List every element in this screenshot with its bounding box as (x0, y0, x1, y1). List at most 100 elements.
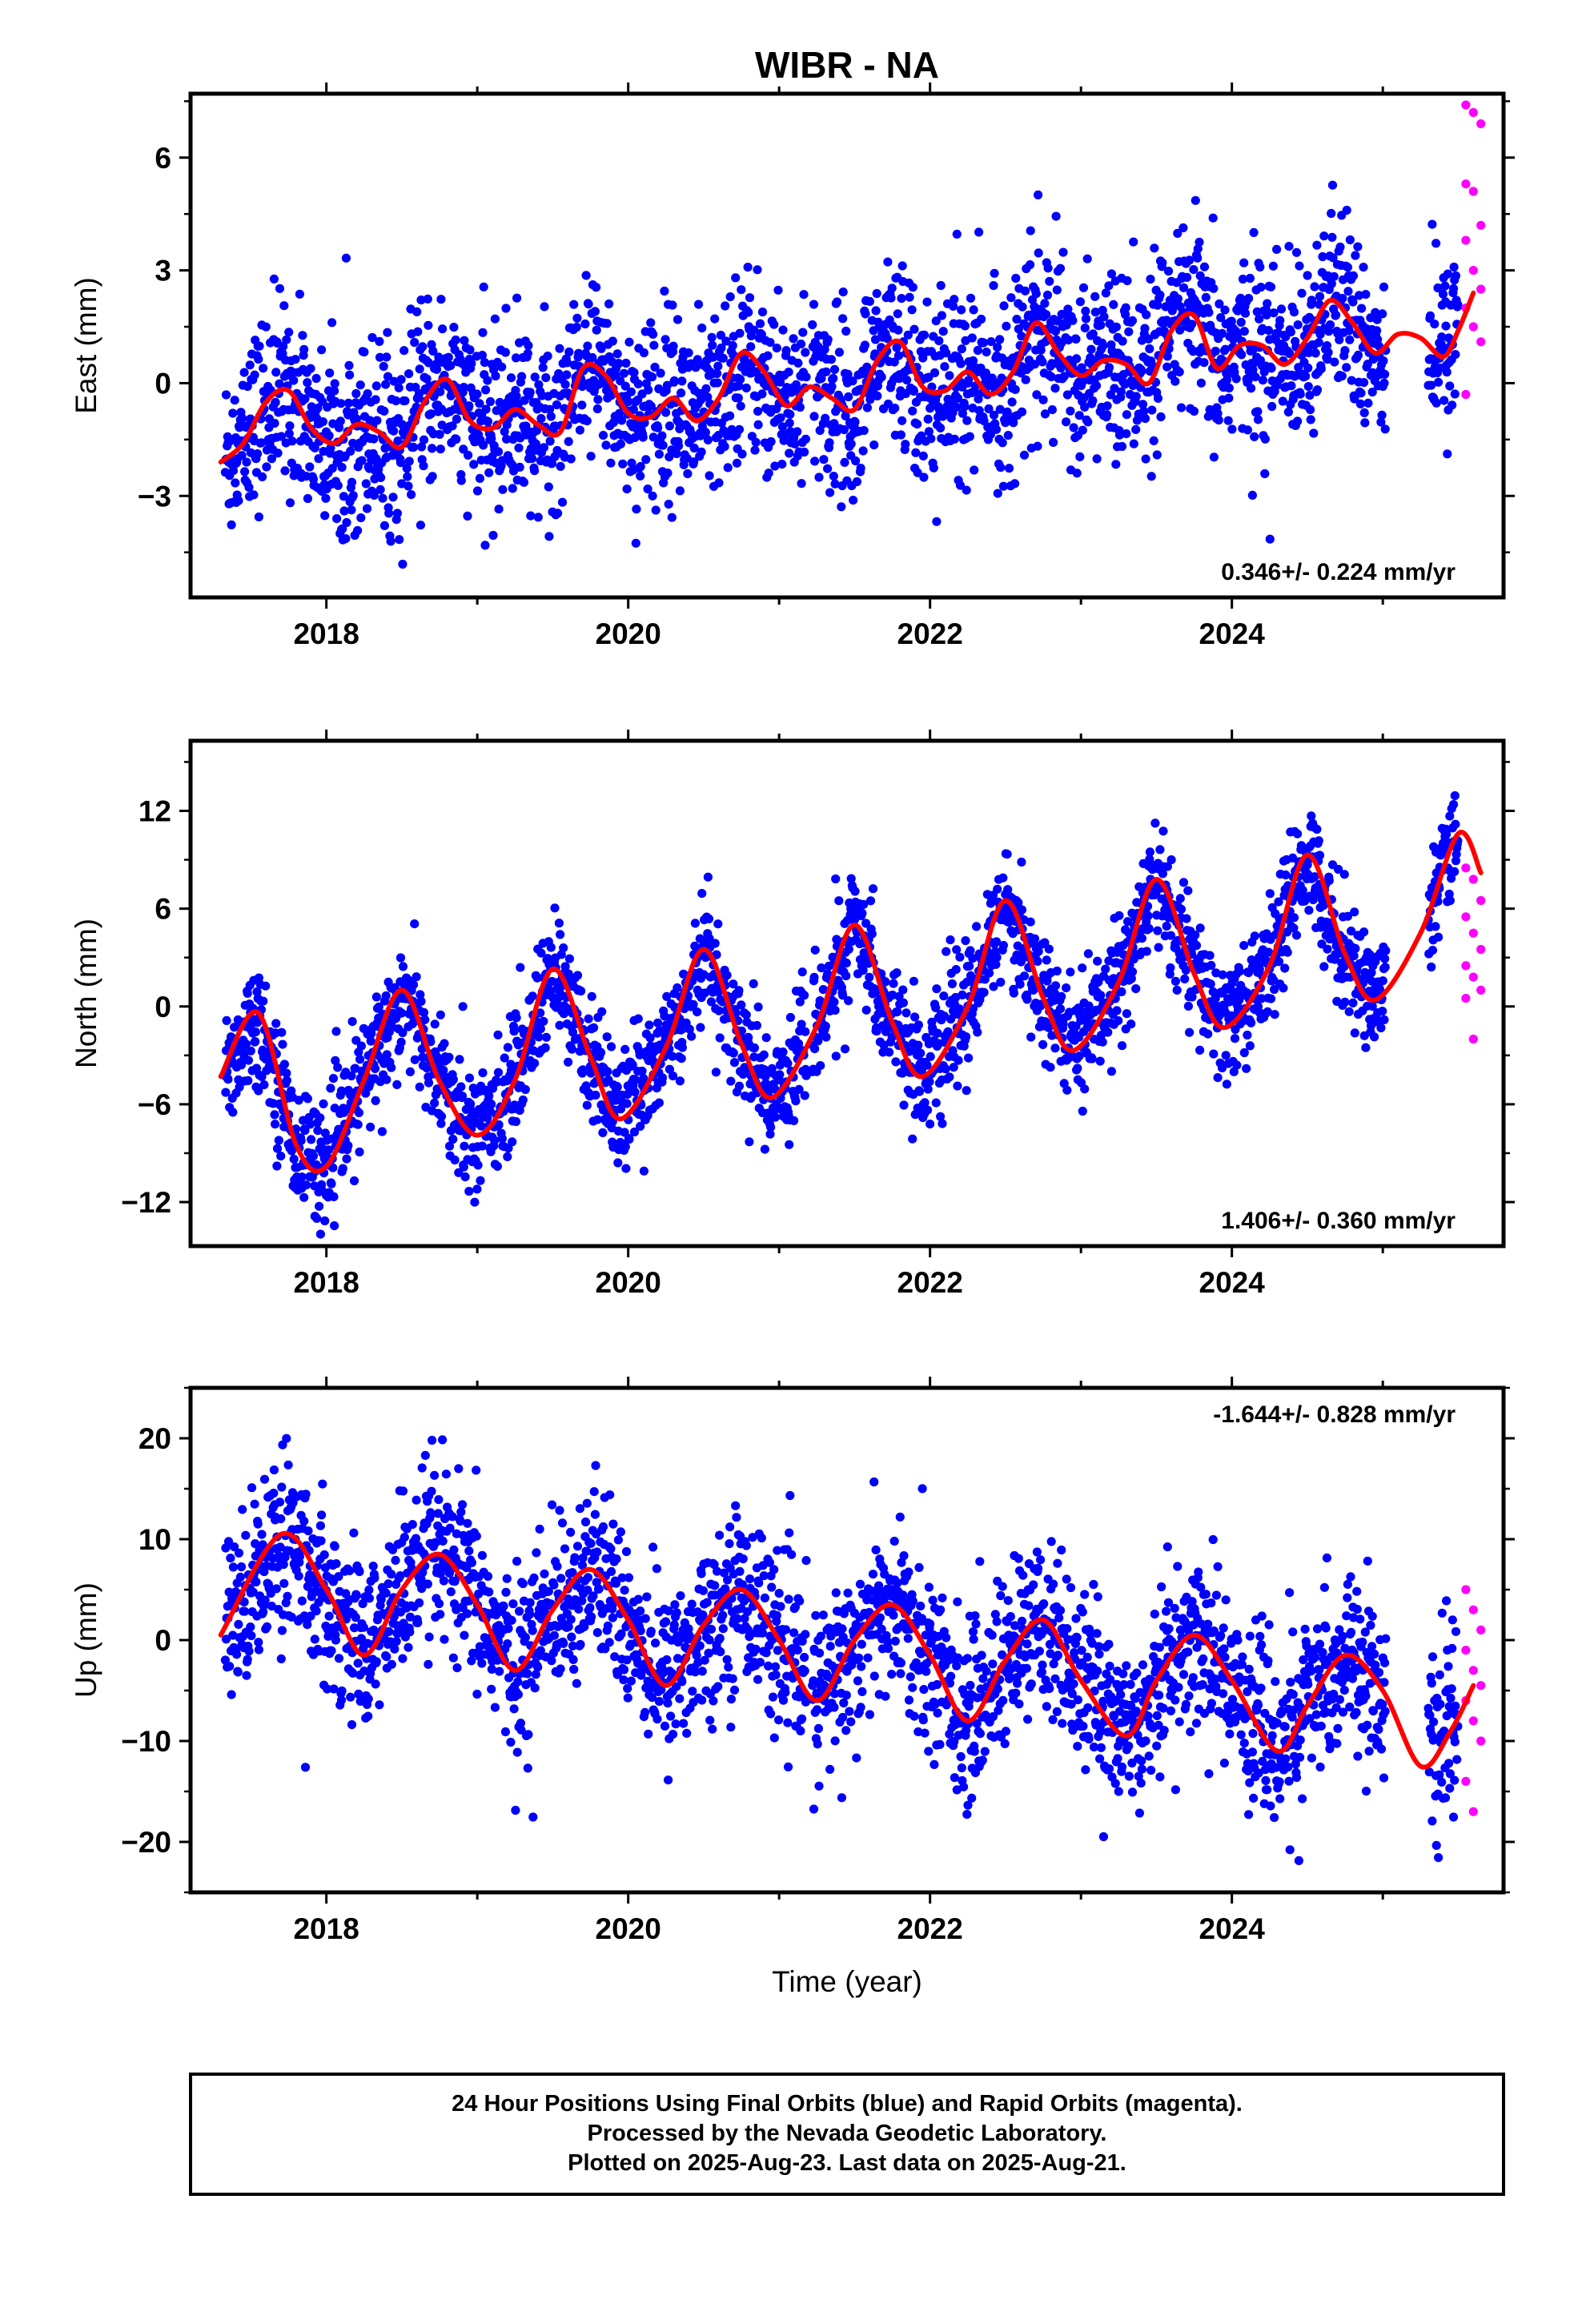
final-point (1255, 964, 1264, 974)
final-point (1380, 369, 1390, 379)
final-point (1003, 431, 1013, 440)
final-point (566, 454, 576, 464)
final-point (773, 285, 783, 295)
final-point (1258, 376, 1267, 385)
final-point (837, 502, 846, 512)
final-point (1143, 911, 1153, 921)
final-point (419, 435, 429, 444)
final-point (683, 468, 693, 479)
final-point (1002, 321, 1011, 331)
final-point (1158, 869, 1167, 879)
final-point (772, 344, 781, 353)
final-point (662, 380, 673, 390)
final-point (893, 325, 903, 335)
final-point (1285, 348, 1295, 359)
final-point (1074, 1051, 1084, 1061)
final-point (901, 440, 910, 449)
final-point (279, 301, 289, 311)
final-point (1289, 308, 1299, 317)
final-point (1283, 407, 1293, 417)
final-point (624, 396, 633, 407)
final-point (370, 1063, 380, 1073)
final-point (543, 352, 552, 361)
final-point (870, 987, 881, 997)
final-point (1170, 376, 1180, 386)
final-point (1438, 289, 1448, 299)
final-point (614, 359, 624, 368)
final-point (964, 1053, 974, 1063)
final-point (617, 416, 627, 425)
final-point (861, 1005, 871, 1015)
final-point (1191, 931, 1200, 940)
final-point (404, 481, 413, 491)
final-point (902, 376, 912, 385)
final-point (472, 389, 482, 399)
final-point (841, 959, 851, 968)
final-point (797, 967, 807, 977)
final-point (366, 1036, 375, 1046)
x-tick-label: 2018 (293, 617, 359, 650)
final-point (332, 514, 342, 524)
final-point (946, 935, 955, 945)
final-point (1116, 387, 1126, 396)
final-point (335, 416, 345, 426)
final-point (722, 971, 732, 980)
final-point (464, 450, 473, 460)
final-point (838, 287, 848, 297)
final-point (621, 1164, 631, 1173)
final-point (477, 351, 488, 360)
final-point (974, 394, 983, 404)
final-point (677, 1043, 688, 1052)
final-point (894, 991, 904, 1001)
final-point (1178, 223, 1188, 233)
final-point (236, 1060, 247, 1070)
final-point (228, 1108, 238, 1117)
final-point (235, 1082, 244, 1092)
final-point (530, 466, 540, 476)
final-point (897, 261, 907, 271)
final-point (677, 376, 687, 386)
final-point (493, 447, 504, 456)
final-point (261, 981, 271, 991)
final-point (638, 432, 648, 442)
final-point (673, 315, 683, 324)
final-point (819, 455, 829, 464)
final-point (1276, 304, 1287, 314)
final-point (1442, 368, 1452, 377)
final-point (965, 961, 974, 971)
final-point (1122, 429, 1131, 439)
final-point (1191, 941, 1202, 951)
final-point (1004, 464, 1014, 473)
final-point (1010, 384, 1020, 394)
final-point (1180, 974, 1190, 983)
final-point (962, 1086, 971, 1096)
final-point (886, 293, 896, 303)
final-point (1349, 951, 1359, 961)
figure-title: WIBR - NA (755, 44, 939, 86)
final-point (830, 479, 840, 489)
final-point (998, 873, 1008, 883)
final-point (1126, 974, 1136, 983)
final-point (1203, 1029, 1213, 1039)
final-point (374, 1002, 383, 1011)
final-point (347, 477, 357, 487)
final-point (1211, 346, 1220, 356)
final-point (1174, 367, 1184, 377)
final-point (1242, 1063, 1251, 1073)
rapid-point (1476, 337, 1486, 347)
final-point (1145, 344, 1154, 354)
final-point (574, 348, 584, 358)
final-point (1146, 472, 1156, 481)
final-point (1146, 275, 1155, 284)
final-point (989, 410, 999, 420)
final-point (957, 305, 966, 315)
final-point (1185, 1027, 1195, 1037)
final-point (1018, 302, 1027, 312)
final-point (259, 996, 268, 1006)
final-point (770, 1112, 781, 1122)
final-point (753, 1002, 763, 1011)
final-point (677, 388, 686, 398)
final-point (641, 455, 651, 464)
final-point (844, 392, 853, 402)
final-point (221, 390, 231, 400)
